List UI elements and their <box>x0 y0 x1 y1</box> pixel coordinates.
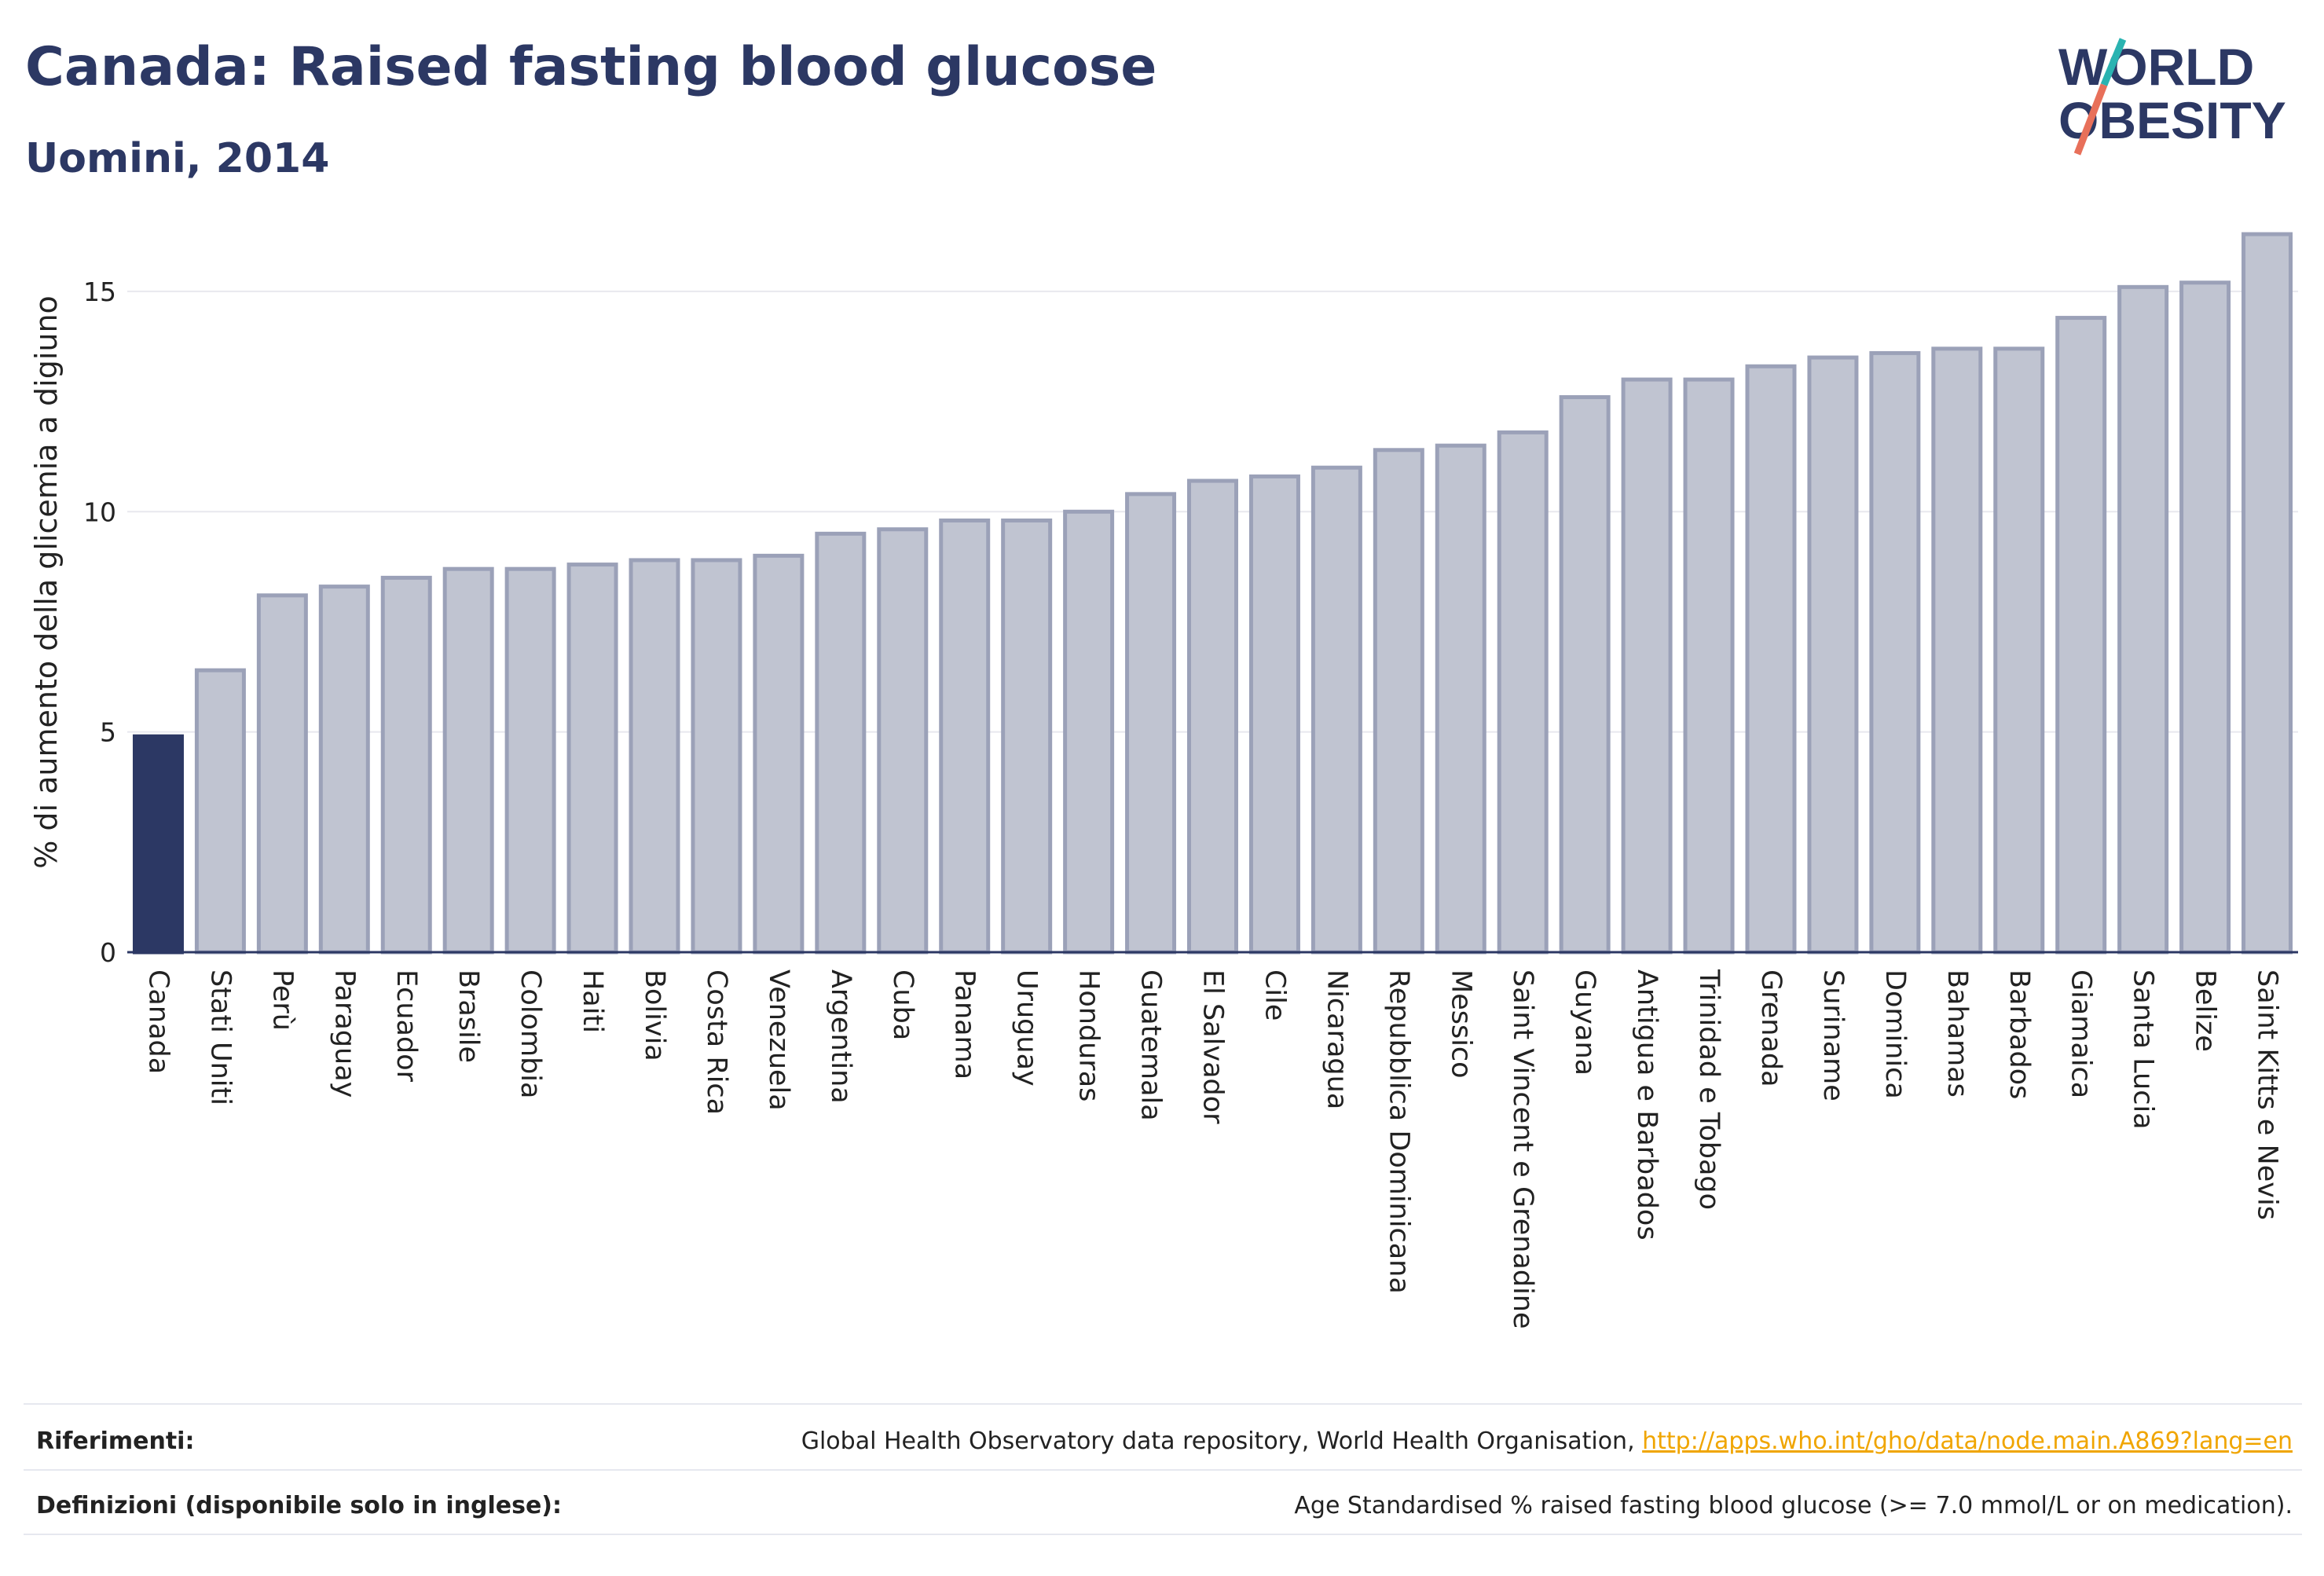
x-tick-label: Costa Rica <box>701 969 732 1115</box>
y-tick-label: 10 <box>83 497 116 527</box>
x-tick-label: El Salvador <box>1197 969 1229 1124</box>
footer-divider-bottom <box>24 1534 2302 1535</box>
bars <box>132 232 2293 955</box>
definitions-label: Definizioni (disponibile solo in inglese… <box>36 1491 562 1519</box>
y-tick-label: 5 <box>100 717 116 748</box>
x-tick-label: Bolivia <box>639 969 670 1061</box>
bar-chart: 0 5 10 15 Canada Stati Uniti Perù Paraguay Ecua… <box>29 232 2298 1329</box>
bar-bahamas[interactable] <box>1931 346 1983 955</box>
y-tick-label: 0 <box>100 937 116 968</box>
world-obesity-logo: WORLD OBESITY <box>2058 38 2286 156</box>
x-tick-label: Ecuador <box>390 969 422 1083</box>
x-tick-label: Canada <box>142 969 174 1074</box>
bar-dominica[interactable] <box>1869 350 1921 955</box>
x-tick-label: Perù <box>266 969 298 1031</box>
bar-canada[interactable] <box>132 734 184 955</box>
bar-guatemala[interactable] <box>1125 492 1177 955</box>
bar-paraguay[interactable] <box>318 585 370 955</box>
x-tick-label: Cuba <box>887 969 918 1040</box>
references-text: Global Health Observatory data repositor… <box>801 1427 1643 1455</box>
bar-bolivia[interactable] <box>629 558 680 955</box>
x-tick-label: Suriname <box>1817 969 1849 1101</box>
bar-trinidad-e-tobago[interactable] <box>1683 377 1735 955</box>
x-tick-label: Uruguay <box>1011 969 1043 1087</box>
bar-haiti[interactable] <box>566 563 618 955</box>
logo-slash-top <box>2100 38 2127 86</box>
x-tick-label: Saint Vincent e Grenadine <box>1507 969 1538 1329</box>
bar-repubblica-dominicana[interactable] <box>1373 448 1424 955</box>
x-tick-label: Guatemala <box>1135 969 1167 1121</box>
x-tick-label: Antigua e Barbados <box>1631 969 1662 1241</box>
x-tick-label: Grenada <box>1755 969 1787 1087</box>
x-tick-label: Dominica <box>1879 969 1911 1099</box>
bar-saint-kitts-e-nevis[interactable] <box>2242 232 2293 955</box>
bar-panama[interactable] <box>939 519 991 955</box>
x-tick-label: Santa Lucia <box>2128 969 2159 1130</box>
x-tick-label: Argentina <box>825 969 856 1104</box>
x-tick-label: Haiti <box>577 969 608 1033</box>
bar-grenada[interactable] <box>1745 364 1797 955</box>
x-tick-label: Honduras <box>1073 969 1105 1101</box>
x-tick-label: Panama <box>949 969 981 1079</box>
bar-antigua-e-barbados[interactable] <box>1621 377 1673 955</box>
chart-subtitle: Uomini, 2014 <box>25 135 330 182</box>
y-tick-label: 15 <box>83 277 116 307</box>
x-tick-label: Trinidad e Tobago <box>1693 969 1725 1210</box>
x-tick-label: Nicaragua <box>1321 969 1352 1109</box>
bar-belize[interactable] <box>2179 280 2231 955</box>
references-label: Riferimenti: <box>36 1427 195 1455</box>
x-tick-label: Giamaica <box>2066 969 2097 1098</box>
y-axis-label: % di aumento della glicemia a digiuno <box>29 295 64 869</box>
bar-stati-uniti[interactable] <box>194 668 246 955</box>
bar-per-[interactable] <box>256 593 308 955</box>
x-tick-label: Cile <box>1259 969 1290 1021</box>
bar-nicaragua[interactable] <box>1310 465 1362 955</box>
bar-argentina[interactable] <box>815 531 867 955</box>
x-tick-label: Bahamas <box>1941 969 1973 1098</box>
references-row: Riferimenti: Global Health Observatory d… <box>36 1424 2293 1458</box>
footer-divider-middle <box>24 1469 2302 1471</box>
bar-el-salvador[interactable] <box>1187 478 1238 955</box>
x-tick-label: Stati Uniti <box>204 969 236 1105</box>
bar-ecuador[interactable] <box>380 575 432 955</box>
bar-suriname[interactable] <box>1807 355 1859 955</box>
footer-divider-top <box>24 1403 2302 1405</box>
bar-santa-lucia[interactable] <box>2117 284 2169 955</box>
definitions-row: Definizioni (disponibile solo in inglese… <box>36 1488 2293 1523</box>
definitions-text: Age Standardised % raised fasting blood … <box>1294 1491 2293 1519</box>
references-link[interactable]: http://apps.who.int/gho/data/node.main.A… <box>1642 1427 2293 1455</box>
bar-cuba[interactable] <box>877 527 929 955</box>
bar-brasile[interactable] <box>442 566 494 955</box>
x-tick-label: Guyana <box>1569 969 1600 1076</box>
bar-giamaica[interactable] <box>2055 316 2107 955</box>
x-tick-label: Brasile <box>453 969 484 1063</box>
x-tick-label: Saint Kitts e Nevis <box>2252 969 2283 1220</box>
bar-saint-vincent-e-grenadine[interactable] <box>1497 430 1549 955</box>
x-tick-label: Colombia <box>515 969 546 1098</box>
y-axis-ticks: 0 5 10 15 <box>83 277 116 968</box>
x-tick-label: Repubblica Dominicana <box>1383 969 1414 1294</box>
x-tick-label: Messico <box>1445 969 1476 1079</box>
x-tick-label: Venezuela <box>763 969 794 1111</box>
bar-cile[interactable] <box>1248 474 1300 955</box>
bar-honduras[interactable] <box>1063 509 1115 955</box>
x-axis-labels: Canada Stati Uniti Perù Paraguay Ecuador Bras… <box>142 969 2282 1329</box>
x-tick-label: Paraguay <box>328 969 360 1098</box>
references-value: Global Health Observatory data repositor… <box>801 1428 2293 1455</box>
logo-line1: WORLD <box>2058 38 2254 96</box>
bar-venezuela[interactable] <box>753 553 805 955</box>
x-tick-label: Barbados <box>2003 969 2035 1099</box>
bar-messico[interactable] <box>1435 443 1486 955</box>
bar-guyana[interactable] <box>1559 395 1611 955</box>
bar-costa-rica[interactable] <box>691 558 742 955</box>
chart-title: Canada: Raised fasting blood glucose <box>25 36 1157 98</box>
bar-barbados[interactable] <box>1993 346 2045 955</box>
bar-uruguay[interactable] <box>1001 519 1053 955</box>
bar-colombia[interactable] <box>504 566 556 955</box>
logo-slash-bottom <box>2073 83 2108 156</box>
x-tick-label: Belize <box>2190 969 2221 1052</box>
